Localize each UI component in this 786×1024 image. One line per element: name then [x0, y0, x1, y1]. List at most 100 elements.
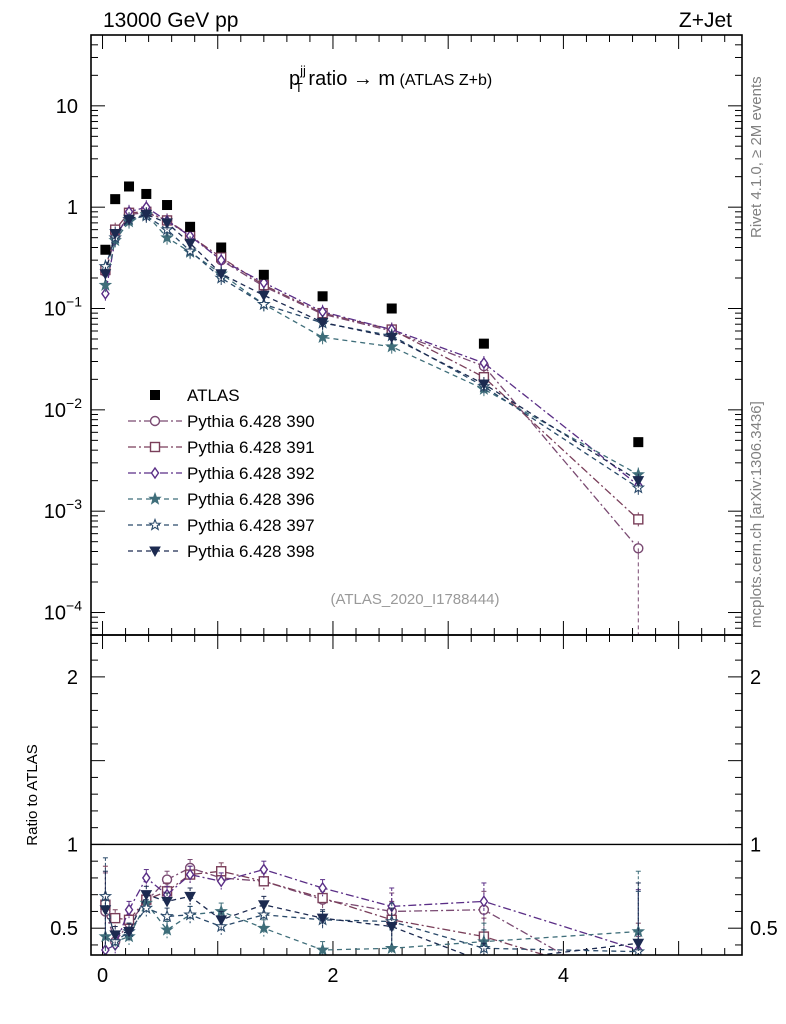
ratio-point-s392: [124, 903, 134, 916]
title-small-text: (ATLAS Z+b): [395, 72, 492, 89]
ratio-point-s398: [632, 938, 645, 950]
legend-label: Pythia 6.428 390: [187, 412, 315, 431]
ratio-point-s396: [160, 922, 174, 936]
ratio-point-s397: [257, 907, 271, 921]
series-point-s392: [479, 356, 489, 370]
series-point-s398: [215, 269, 228, 280]
ratio-point-s392: [259, 863, 269, 876]
ratio-y-tick-label: 2: [67, 667, 78, 689]
series-line-s391: [104, 211, 639, 520]
x-tick-labels: 0 2 4: [97, 965, 569, 987]
legend-label: Pythia 6.428 398: [187, 542, 315, 561]
ratio-point-s398: [123, 927, 135, 938]
ratio-point-s398: [99, 905, 112, 916]
ratio-point-s396: [315, 942, 330, 955]
atlas-data-point: [633, 437, 644, 448]
x-tick-label: 0: [97, 965, 108, 987]
ratio-y-tick-label: 1: [67, 834, 78, 856]
series-point-s398: [109, 228, 122, 240]
ratio-point-s392: [387, 900, 397, 913]
ratio-point-s392: [318, 881, 327, 895]
ratio-point-s396: [384, 941, 399, 955]
series-point-s398: [140, 209, 153, 221]
ratio-point-s396: [257, 921, 271, 934]
legend-marker-s392: [150, 466, 160, 480]
ratio-point-s391: [109, 912, 121, 924]
series-point-s391: [633, 514, 644, 525]
series-point-s398: [478, 379, 490, 391]
atlas-data-point: [386, 303, 397, 314]
legend-marker-s391: [149, 441, 161, 453]
ratio-y-axis-label: Ratio to ATLAS: [24, 744, 41, 845]
main-axis-ticks: 10−4 10−3 10−2 10−1 1 10: [44, 34, 742, 636]
atlas-data-point: [100, 244, 111, 255]
series-point-s397: [183, 243, 197, 257]
legend-marker-s398: [149, 546, 161, 558]
ratio-point-s392: [141, 871, 151, 885]
ratio-point-s398: [215, 915, 228, 926]
ratio-point-s398: [161, 896, 173, 908]
atlas-data-group: [100, 181, 644, 448]
atlas-data-point: [258, 269, 269, 280]
ratio-point-s398: [385, 922, 398, 933]
legend-marker-atlas: [150, 390, 160, 400]
series-point-s398: [99, 269, 112, 280]
ratio-y-tick-label: 0.5: [50, 918, 78, 940]
legend-label: Pythia 6.428 396: [187, 490, 315, 509]
series-point-s396: [315, 330, 330, 344]
ratio-point-s391: [258, 876, 270, 887]
legend-item-s396: Pythia 6.428 396: [128, 490, 315, 509]
title-superscript: jj: [299, 63, 306, 78]
ratio-point-s398: [140, 890, 153, 901]
ratio-panel: 0.5 0.5 1 1 2 2 Ratio to ATLAS: [24, 634, 778, 988]
ratio-point-s398: [257, 900, 270, 911]
series-point-s396: [385, 339, 399, 353]
rivet-version-label: Rivet 4.1.0, ≥ 2M events: [748, 76, 765, 238]
plot-title: pjj T ratio → m (ATLAS Z+b): [289, 63, 492, 95]
legend-item-s392: Pythia 6.428 392: [128, 464, 315, 483]
atlas-data-point: [110, 194, 121, 205]
main-y-tick-label: 1: [67, 197, 78, 219]
ratio-line-s392: [105, 868, 639, 951]
series-point-s397: [257, 297, 271, 311]
series-point-s398: [123, 214, 135, 226]
series-point-s396: [160, 230, 174, 244]
legend-item-s391: Pythia 6.428 391: [128, 438, 315, 457]
series-point-s392: [101, 287, 110, 300]
series-line-s397: [104, 215, 639, 489]
series-point-s398: [184, 238, 196, 250]
ratio-point-s397: [214, 919, 228, 933]
ratio-y-tick-label-right: 2: [750, 667, 761, 689]
atlas-data-point: [162, 200, 173, 211]
main-y-tick-label: 10−4: [44, 598, 82, 625]
legend-marker-s390: [149, 415, 161, 427]
series-point-s398: [632, 476, 645, 487]
legend-label: Pythia 6.428 391: [187, 438, 315, 457]
ratio-frame: [90, 634, 743, 956]
title-p: p: [289, 68, 300, 90]
header-process-label: Z+Jet: [679, 9, 732, 32]
ratio-point-s392: [185, 868, 195, 881]
legend-label: Pythia 6.428 397: [187, 516, 315, 535]
ratio-point-s398: [316, 913, 329, 925]
series-point-s396: [98, 278, 113, 291]
ratio-point-s397: [183, 907, 197, 921]
legend-label: ATLAS: [187, 386, 240, 405]
atlas-data-point: [185, 221, 196, 232]
ratio-point-s398: [479, 958, 489, 967]
legend-item-s397: Pythia 6.428 397: [128, 516, 315, 535]
main-y-tick-label: 10: [56, 96, 78, 118]
ratio-point-s398: [184, 891, 196, 903]
ratio-point-s397: [139, 901, 154, 914]
ratio-line-s396: [105, 901, 639, 951]
series-point-s398: [257, 290, 270, 302]
legend-item-data: ATLAS: [150, 386, 240, 405]
ratio-point-s391: [634, 979, 643, 988]
atlas-data-point: [478, 338, 489, 349]
series-line-s390: [104, 212, 639, 549]
series-point-s398: [316, 317, 329, 329]
ratio-line-s397: [104, 896, 639, 953]
x-tick-label: 2: [327, 965, 338, 987]
ratio-y-tick-label-right: 0.5: [750, 918, 778, 940]
